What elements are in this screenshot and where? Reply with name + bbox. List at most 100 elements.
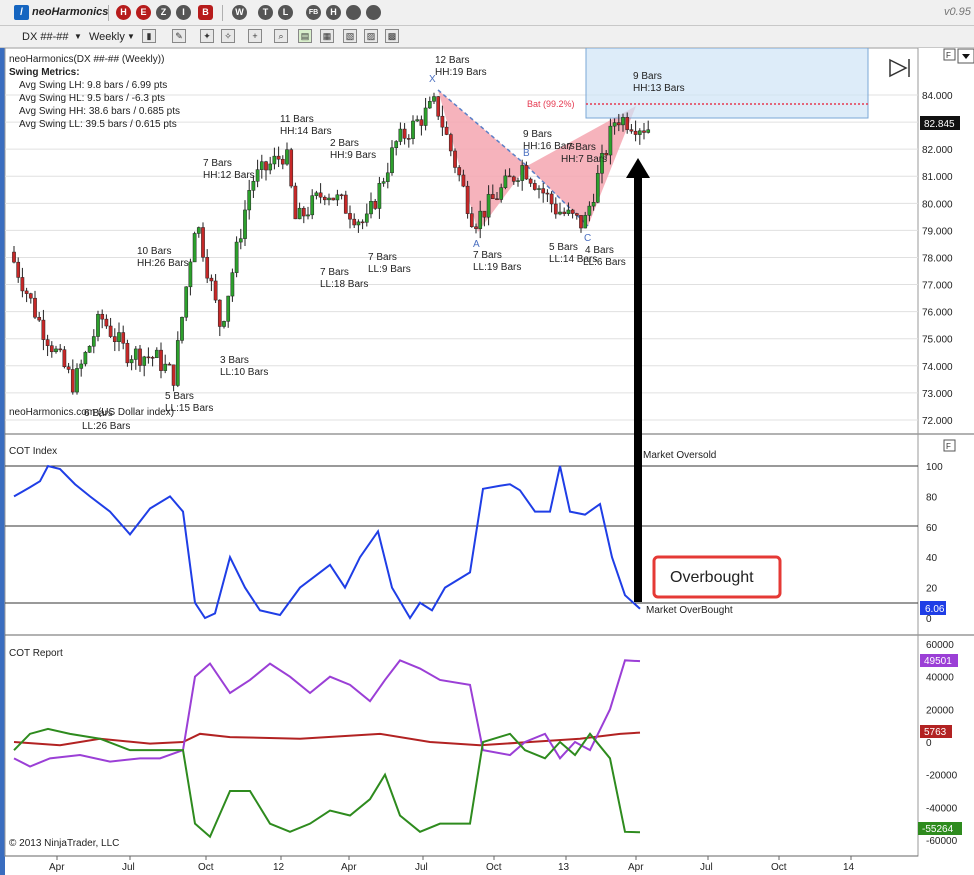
- period-selector[interactable]: Weekly: [89, 31, 125, 43]
- pin-icon[interactable]: ✦: [200, 29, 214, 43]
- candle-body: [520, 165, 525, 181]
- candle-body: [419, 119, 424, 126]
- candle-body: [398, 128, 403, 142]
- candle-body: [339, 194, 344, 197]
- indicators-icon[interactable]: ▤: [298, 29, 312, 43]
- bat-label: Bat (99.2%): [527, 99, 575, 109]
- candle-body: [314, 192, 319, 196]
- chevron-down-icon[interactable]: ▼: [127, 32, 135, 41]
- i-button[interactable]: I: [176, 5, 191, 20]
- price-tick-label: 82.000: [922, 145, 953, 156]
- candle-body: [230, 272, 235, 297]
- candle-body: [364, 213, 369, 223]
- candle-body: [289, 149, 294, 187]
- swing-label: 7 Bars: [368, 252, 397, 263]
- candle-body: [579, 215, 583, 229]
- chevron-down-icon[interactable]: [962, 54, 970, 59]
- fb2-button[interactable]: [366, 5, 381, 20]
- price-tick-label: 72.000: [922, 416, 953, 427]
- overbought-callout-text: Overbought: [670, 569, 754, 586]
- w-button[interactable]: W: [232, 5, 247, 20]
- small-specs-value: 5763: [924, 727, 947, 738]
- candle-body: [608, 125, 613, 156]
- panel-options-icon[interactable]: [943, 439, 956, 452]
- chart-area[interactable]: Bat (99.2%) neoHarmonics(DX ##-## (Weekl…: [0, 48, 974, 875]
- point-c-label: C: [584, 233, 591, 244]
- svg-text:F: F: [946, 51, 951, 60]
- swing-label: 7 Bars: [567, 142, 596, 153]
- strategies-icon[interactable]: ▦: [320, 29, 334, 43]
- candle-body: [469, 213, 474, 228]
- b-button[interactable]: B: [198, 5, 213, 20]
- h2-button[interactable]: H: [326, 5, 341, 20]
- candle-body: [528, 178, 533, 184]
- candle-body: [537, 188, 541, 190]
- x-tick-label: Jul: [415, 862, 428, 873]
- pencil-icon[interactable]: ✎: [172, 29, 186, 43]
- chevron-down-icon[interactable]: ▼: [74, 32, 82, 41]
- l-button[interactable]: L: [278, 5, 293, 20]
- cot-index-line: [13, 464, 641, 620]
- image-icon[interactable]: ▧: [343, 29, 357, 43]
- last-price-value: 82.845: [924, 119, 955, 130]
- candle-body: [87, 345, 92, 353]
- candle-body: [66, 366, 71, 370]
- bar-type-icon[interactable]: ▮: [142, 29, 156, 43]
- swing-label: 11 Bars: [280, 114, 314, 125]
- point-b-label: B: [523, 148, 530, 159]
- metric-ll: Avg Swing LL: 39.5 bars / 0.615 pts: [19, 119, 177, 130]
- candle-body: [621, 117, 625, 126]
- swing-label: 7 Bars: [473, 250, 502, 261]
- t-button[interactable]: T: [258, 5, 273, 20]
- z-button[interactable]: Z: [156, 5, 171, 20]
- e-button[interactable]: E: [136, 5, 151, 20]
- candle-body: [280, 158, 285, 165]
- candle-body: [490, 194, 495, 199]
- instrument-selector[interactable]: DX ##-##: [22, 31, 69, 43]
- candle-body: [217, 299, 222, 327]
- toolbar-separator: [108, 5, 109, 21]
- swing-label: 9 Bars: [523, 129, 552, 140]
- candle-body: [49, 345, 54, 353]
- candle-body: [402, 128, 407, 139]
- candle-body: [318, 192, 323, 198]
- eraser-icon[interactable]: ✧: [221, 29, 235, 43]
- price-tick-label: 73.000: [922, 389, 953, 400]
- properties-icon[interactable]: ▩: [385, 29, 399, 43]
- candle-body: [163, 363, 168, 371]
- zoom-icon[interactable]: ⌕: [274, 29, 288, 43]
- data-box-icon[interactable]: ▨: [364, 29, 378, 43]
- commercials-value: -55264: [922, 824, 954, 835]
- swing-label: 6 Bars: [84, 408, 113, 419]
- cot-report-title: COT Report: [9, 648, 63, 659]
- candle-body: [70, 369, 75, 393]
- candle-body: [566, 209, 571, 214]
- candle-body: [306, 214, 310, 217]
- panel-options-icon[interactable]: [943, 48, 956, 61]
- cot-index-tick-label: 100: [926, 462, 943, 473]
- price-tick-label: 84.000: [922, 91, 953, 102]
- cot-index-value: 6.06: [925, 604, 945, 615]
- cot-report-tick-label: -60000: [926, 836, 958, 847]
- candle-body: [238, 238, 243, 243]
- crosshair-icon[interactable]: +: [248, 29, 262, 43]
- cot-report-tick-label: 40000: [926, 673, 954, 684]
- fb-button[interactable]: FB: [306, 5, 321, 20]
- candle-body: [301, 207, 306, 217]
- candle-body: [356, 221, 361, 226]
- swing-label: 12 Bars: [435, 55, 469, 66]
- f-button[interactable]: [346, 5, 361, 20]
- main-toolbar: / neoHarmonics H E Z I B W T L FB H v0.9…: [0, 0, 974, 26]
- skip-to-end-icon[interactable]: [889, 58, 910, 78]
- h-button[interactable]: H: [116, 5, 131, 20]
- candle-body: [516, 180, 520, 182]
- swing-label: LL:9 Bars: [368, 264, 411, 275]
- price-tick-label: 80.000: [922, 199, 953, 210]
- swing-label: HH:13 Bars: [633, 83, 685, 94]
- candle-body: [453, 150, 457, 168]
- window-border: [0, 48, 5, 875]
- candle-body: [637, 130, 642, 135]
- candle-body: [427, 101, 432, 109]
- candle-body: [108, 325, 113, 337]
- candle-body: [264, 161, 268, 171]
